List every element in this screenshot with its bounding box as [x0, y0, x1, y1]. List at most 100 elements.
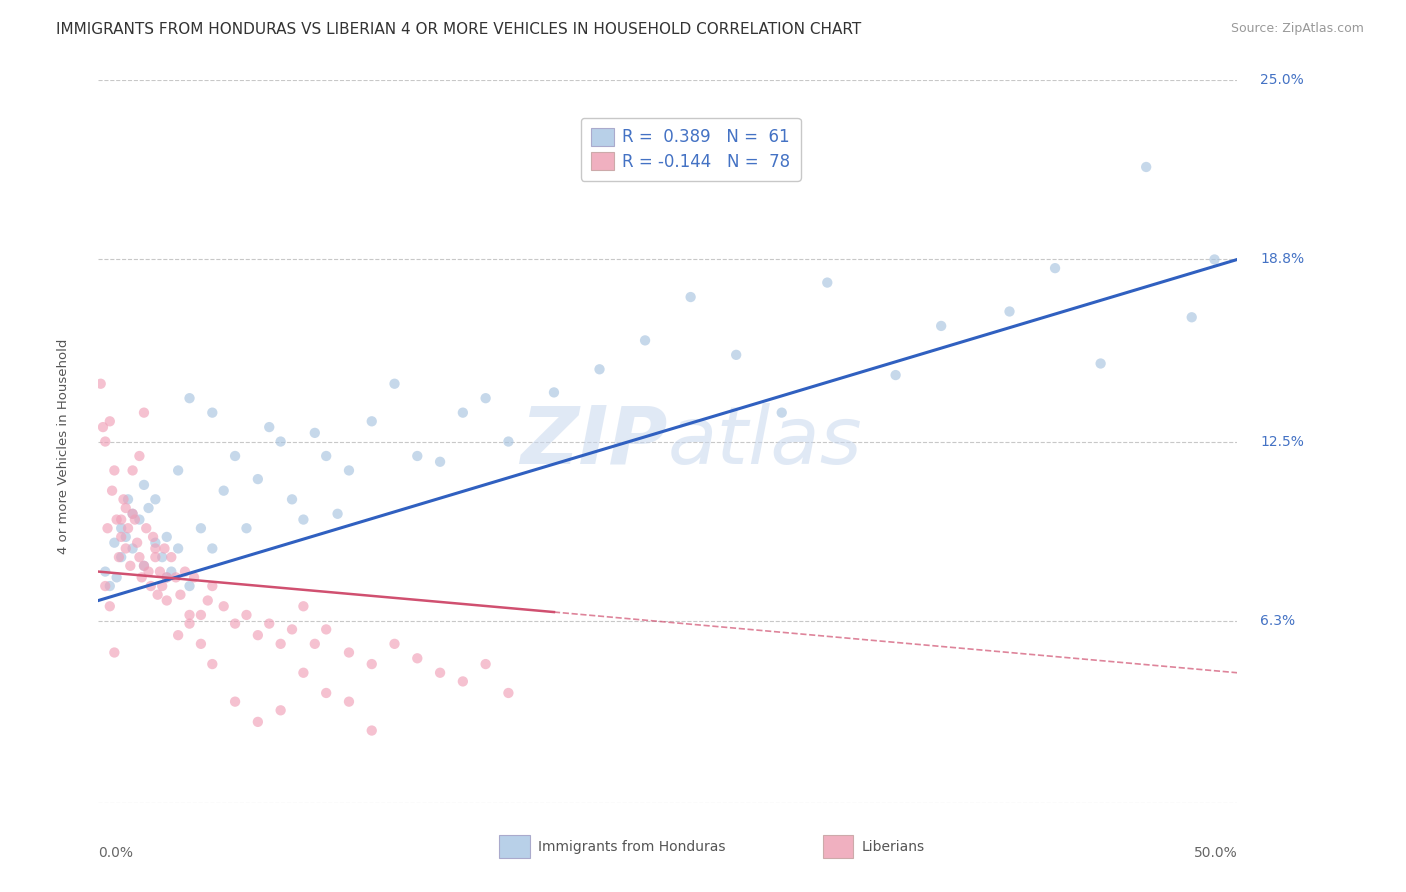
Point: [150, 579, 173, 593]
Point: [315, 623, 337, 637]
Text: Immigrants from Honduras: Immigrants from Honduras: [538, 839, 725, 854]
Point: [121, 463, 143, 477]
Point: [304, 637, 326, 651]
Point: [98, 414, 121, 428]
Text: 0.0%: 0.0%: [98, 847, 134, 860]
Point: [498, 686, 520, 700]
Point: [235, 607, 257, 622]
Point: [292, 512, 315, 526]
Point: [474, 391, 496, 405]
Point: [406, 449, 429, 463]
Point: [815, 276, 838, 290]
Text: 25.0%: 25.0%: [1260, 73, 1303, 87]
Point: [179, 616, 201, 631]
Point: [292, 665, 315, 680]
Point: [128, 550, 150, 565]
Point: [94, 434, 117, 449]
Point: [451, 674, 474, 689]
Point: [145, 492, 167, 507]
Point: [114, 501, 136, 516]
Point: [145, 535, 167, 549]
Point: [281, 623, 304, 637]
Point: [929, 318, 952, 333]
Point: [179, 579, 201, 593]
Point: [114, 541, 136, 556]
Point: [156, 570, 179, 584]
Point: [153, 541, 176, 556]
Point: [128, 449, 150, 463]
Point: [135, 521, 157, 535]
Point: [156, 593, 179, 607]
Text: atlas: atlas: [668, 402, 863, 481]
Point: [167, 463, 190, 477]
Point: [96, 521, 118, 535]
Point: [190, 521, 212, 535]
Point: [451, 406, 474, 420]
Point: [315, 686, 337, 700]
Point: [117, 521, 139, 535]
Point: [127, 535, 149, 549]
Point: [101, 483, 124, 498]
Point: [337, 463, 360, 477]
Point: [270, 434, 292, 449]
Point: [156, 570, 179, 584]
Point: [117, 492, 139, 507]
Point: [145, 550, 167, 565]
Point: [128, 512, 150, 526]
Text: ZIP: ZIP: [520, 402, 668, 481]
Point: [1181, 310, 1204, 325]
Point: [304, 425, 326, 440]
Text: Source: ZipAtlas.com: Source: ZipAtlas.com: [1230, 22, 1364, 36]
Point: [337, 695, 360, 709]
Point: [142, 530, 165, 544]
Point: [1135, 160, 1157, 174]
Point: [103, 463, 125, 477]
Point: [384, 376, 406, 391]
Point: [179, 607, 201, 622]
Point: [112, 492, 135, 507]
Point: [190, 637, 212, 651]
Point: [224, 616, 246, 631]
Point: [212, 599, 235, 614]
Point: [725, 348, 748, 362]
Point: [429, 455, 451, 469]
Point: [110, 530, 132, 544]
Point: [384, 637, 406, 651]
Text: 4 or more Vehicles in Household: 4 or more Vehicles in Household: [56, 338, 70, 554]
Point: [174, 565, 197, 579]
Point: [167, 628, 190, 642]
Point: [132, 558, 155, 573]
Point: [179, 391, 201, 405]
Point: [124, 512, 146, 526]
Text: Liberians: Liberians: [862, 839, 925, 854]
Point: [1204, 252, 1226, 267]
Point: [246, 714, 269, 729]
Point: [246, 472, 269, 486]
Point: [884, 368, 907, 382]
Point: [235, 521, 257, 535]
Point: [94, 565, 117, 579]
Point: [139, 579, 162, 593]
Point: [132, 558, 155, 573]
Point: [90, 376, 112, 391]
Point: [474, 657, 496, 671]
Point: [121, 541, 143, 556]
Point: [197, 593, 219, 607]
Legend: R =  0.389   N =  61, R = -0.144   N =  78: R = 0.389 N = 61, R = -0.144 N = 78: [581, 118, 800, 181]
Point: [108, 550, 131, 565]
Point: [588, 362, 610, 376]
Point: [201, 579, 224, 593]
Point: [543, 385, 565, 400]
Point: [406, 651, 429, 665]
Point: [498, 434, 520, 449]
Point: [103, 646, 125, 660]
Point: [103, 535, 125, 549]
Point: [146, 588, 169, 602]
Point: [281, 492, 304, 507]
Point: [360, 657, 382, 671]
Point: [156, 530, 179, 544]
Point: [105, 570, 128, 584]
Text: 12.5%: 12.5%: [1260, 434, 1303, 449]
Point: [160, 565, 183, 579]
Point: [183, 570, 205, 584]
